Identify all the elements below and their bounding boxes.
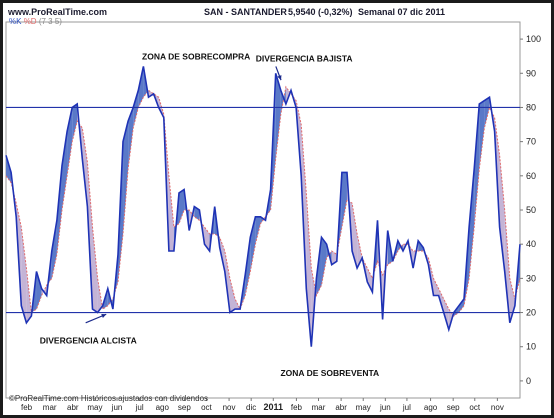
y-tick-label: 0 bbox=[526, 376, 531, 386]
band-segment bbox=[82, 127, 88, 207]
x-tick-label: may bbox=[356, 403, 371, 412]
band-segment bbox=[474, 104, 480, 228]
band-segment bbox=[123, 121, 129, 234]
x-tick-label: jul bbox=[402, 403, 411, 412]
x-tick-label: oct bbox=[469, 403, 480, 412]
band-segment bbox=[179, 189, 185, 224]
x-tick-label: mar bbox=[312, 403, 326, 412]
legend-params: (7 3 5) bbox=[38, 17, 62, 26]
x-tick-label: jul bbox=[135, 403, 144, 412]
band-segment bbox=[67, 107, 73, 176]
band-segment bbox=[306, 192, 312, 347]
y-tick-label: 80 bbox=[526, 102, 536, 112]
legend: %K %D (7 3 5) bbox=[9, 17, 62, 26]
band-segment bbox=[321, 237, 327, 286]
band-segment bbox=[250, 216, 256, 272]
band-segment bbox=[367, 268, 373, 293]
plot-area bbox=[5, 21, 521, 399]
x-tick-label: may bbox=[87, 403, 102, 412]
y-tick-label: 10 bbox=[526, 342, 536, 352]
y-tick-label: 20 bbox=[526, 308, 536, 318]
band-segment bbox=[21, 227, 27, 323]
band-segment bbox=[499, 155, 505, 272]
band-segment bbox=[36, 271, 42, 310]
x-tick-label: sep bbox=[178, 403, 191, 412]
band-segment bbox=[504, 210, 510, 323]
x-tick-label: feb bbox=[21, 403, 33, 412]
x-tick-label: abr bbox=[335, 403, 347, 412]
band-segment bbox=[352, 203, 358, 269]
band-segment bbox=[51, 220, 57, 279]
band-segment bbox=[341, 172, 347, 228]
annotation-label: ZONA DE SOBRECOMPRA bbox=[142, 52, 250, 62]
y-tick-label: 70 bbox=[526, 137, 536, 147]
band-segment bbox=[214, 206, 220, 248]
x-tick-label: nov bbox=[223, 403, 236, 412]
x-tick-label: jun bbox=[111, 403, 123, 412]
band-segment bbox=[433, 278, 439, 296]
series-d-line bbox=[5, 85, 521, 317]
band-segment bbox=[229, 278, 236, 313]
band-segment bbox=[72, 104, 78, 142]
band-segment bbox=[479, 100, 485, 169]
band-segment bbox=[168, 175, 174, 252]
y-tick-label: 30 bbox=[526, 273, 536, 283]
x-tick-label: sep bbox=[447, 403, 460, 412]
x-tick-label: jun bbox=[379, 403, 391, 412]
annotation-label: DIVERGENCIA BAJISTA bbox=[256, 53, 353, 63]
band-segment bbox=[133, 90, 139, 128]
footer-note: ©ProRealTime.com Históricos ajustados co… bbox=[9, 394, 209, 403]
y-tick-label: 60 bbox=[526, 171, 536, 181]
y-tick-label: 50 bbox=[526, 205, 536, 215]
x-tick-label: oct bbox=[201, 403, 212, 412]
y-tick-label: 100 bbox=[526, 34, 541, 44]
band-segment bbox=[275, 73, 281, 159]
x-tick-label: feb bbox=[291, 403, 303, 412]
x-tick-label: dic bbox=[246, 403, 256, 412]
y-tick-label: 40 bbox=[526, 239, 536, 249]
x-tick-label: nov bbox=[491, 403, 504, 412]
annotation-arrowhead bbox=[277, 75, 282, 81]
legend-d: %D bbox=[23, 17, 37, 26]
band-segment bbox=[484, 97, 490, 128]
x-tick-label: mar bbox=[43, 403, 57, 412]
annotation-label: ZONA DE SOBREVENTA bbox=[280, 368, 379, 378]
series-k-line bbox=[5, 66, 521, 347]
x-tick-label: 2011 bbox=[264, 402, 284, 412]
annotation-arrowhead bbox=[101, 313, 107, 318]
instrument-label: SAN - SANTANDER bbox=[204, 7, 287, 17]
annotation-label: DIVERGENCIA ALCISTA bbox=[40, 335, 137, 345]
x-tick-label: ago bbox=[156, 403, 170, 412]
band-segment bbox=[138, 66, 144, 108]
band-segment bbox=[128, 107, 134, 169]
x-tick-label: abr bbox=[67, 403, 79, 412]
band-segment bbox=[92, 227, 98, 313]
legend-k: %K bbox=[9, 17, 22, 26]
x-tick-label: ago bbox=[424, 403, 438, 412]
quote-label: 5,9540 (-0,32%) bbox=[288, 7, 353, 17]
y-tick-label: 90 bbox=[526, 68, 536, 78]
band-segment bbox=[458, 298, 465, 313]
site-label[interactable]: www.ProRealTime.com bbox=[8, 7, 108, 17]
band-segment bbox=[509, 278, 515, 323]
band-segment bbox=[469, 168, 475, 279]
period-label: Semanal 07 dic 2011 bbox=[358, 7, 446, 17]
band-segment bbox=[61, 131, 68, 210]
